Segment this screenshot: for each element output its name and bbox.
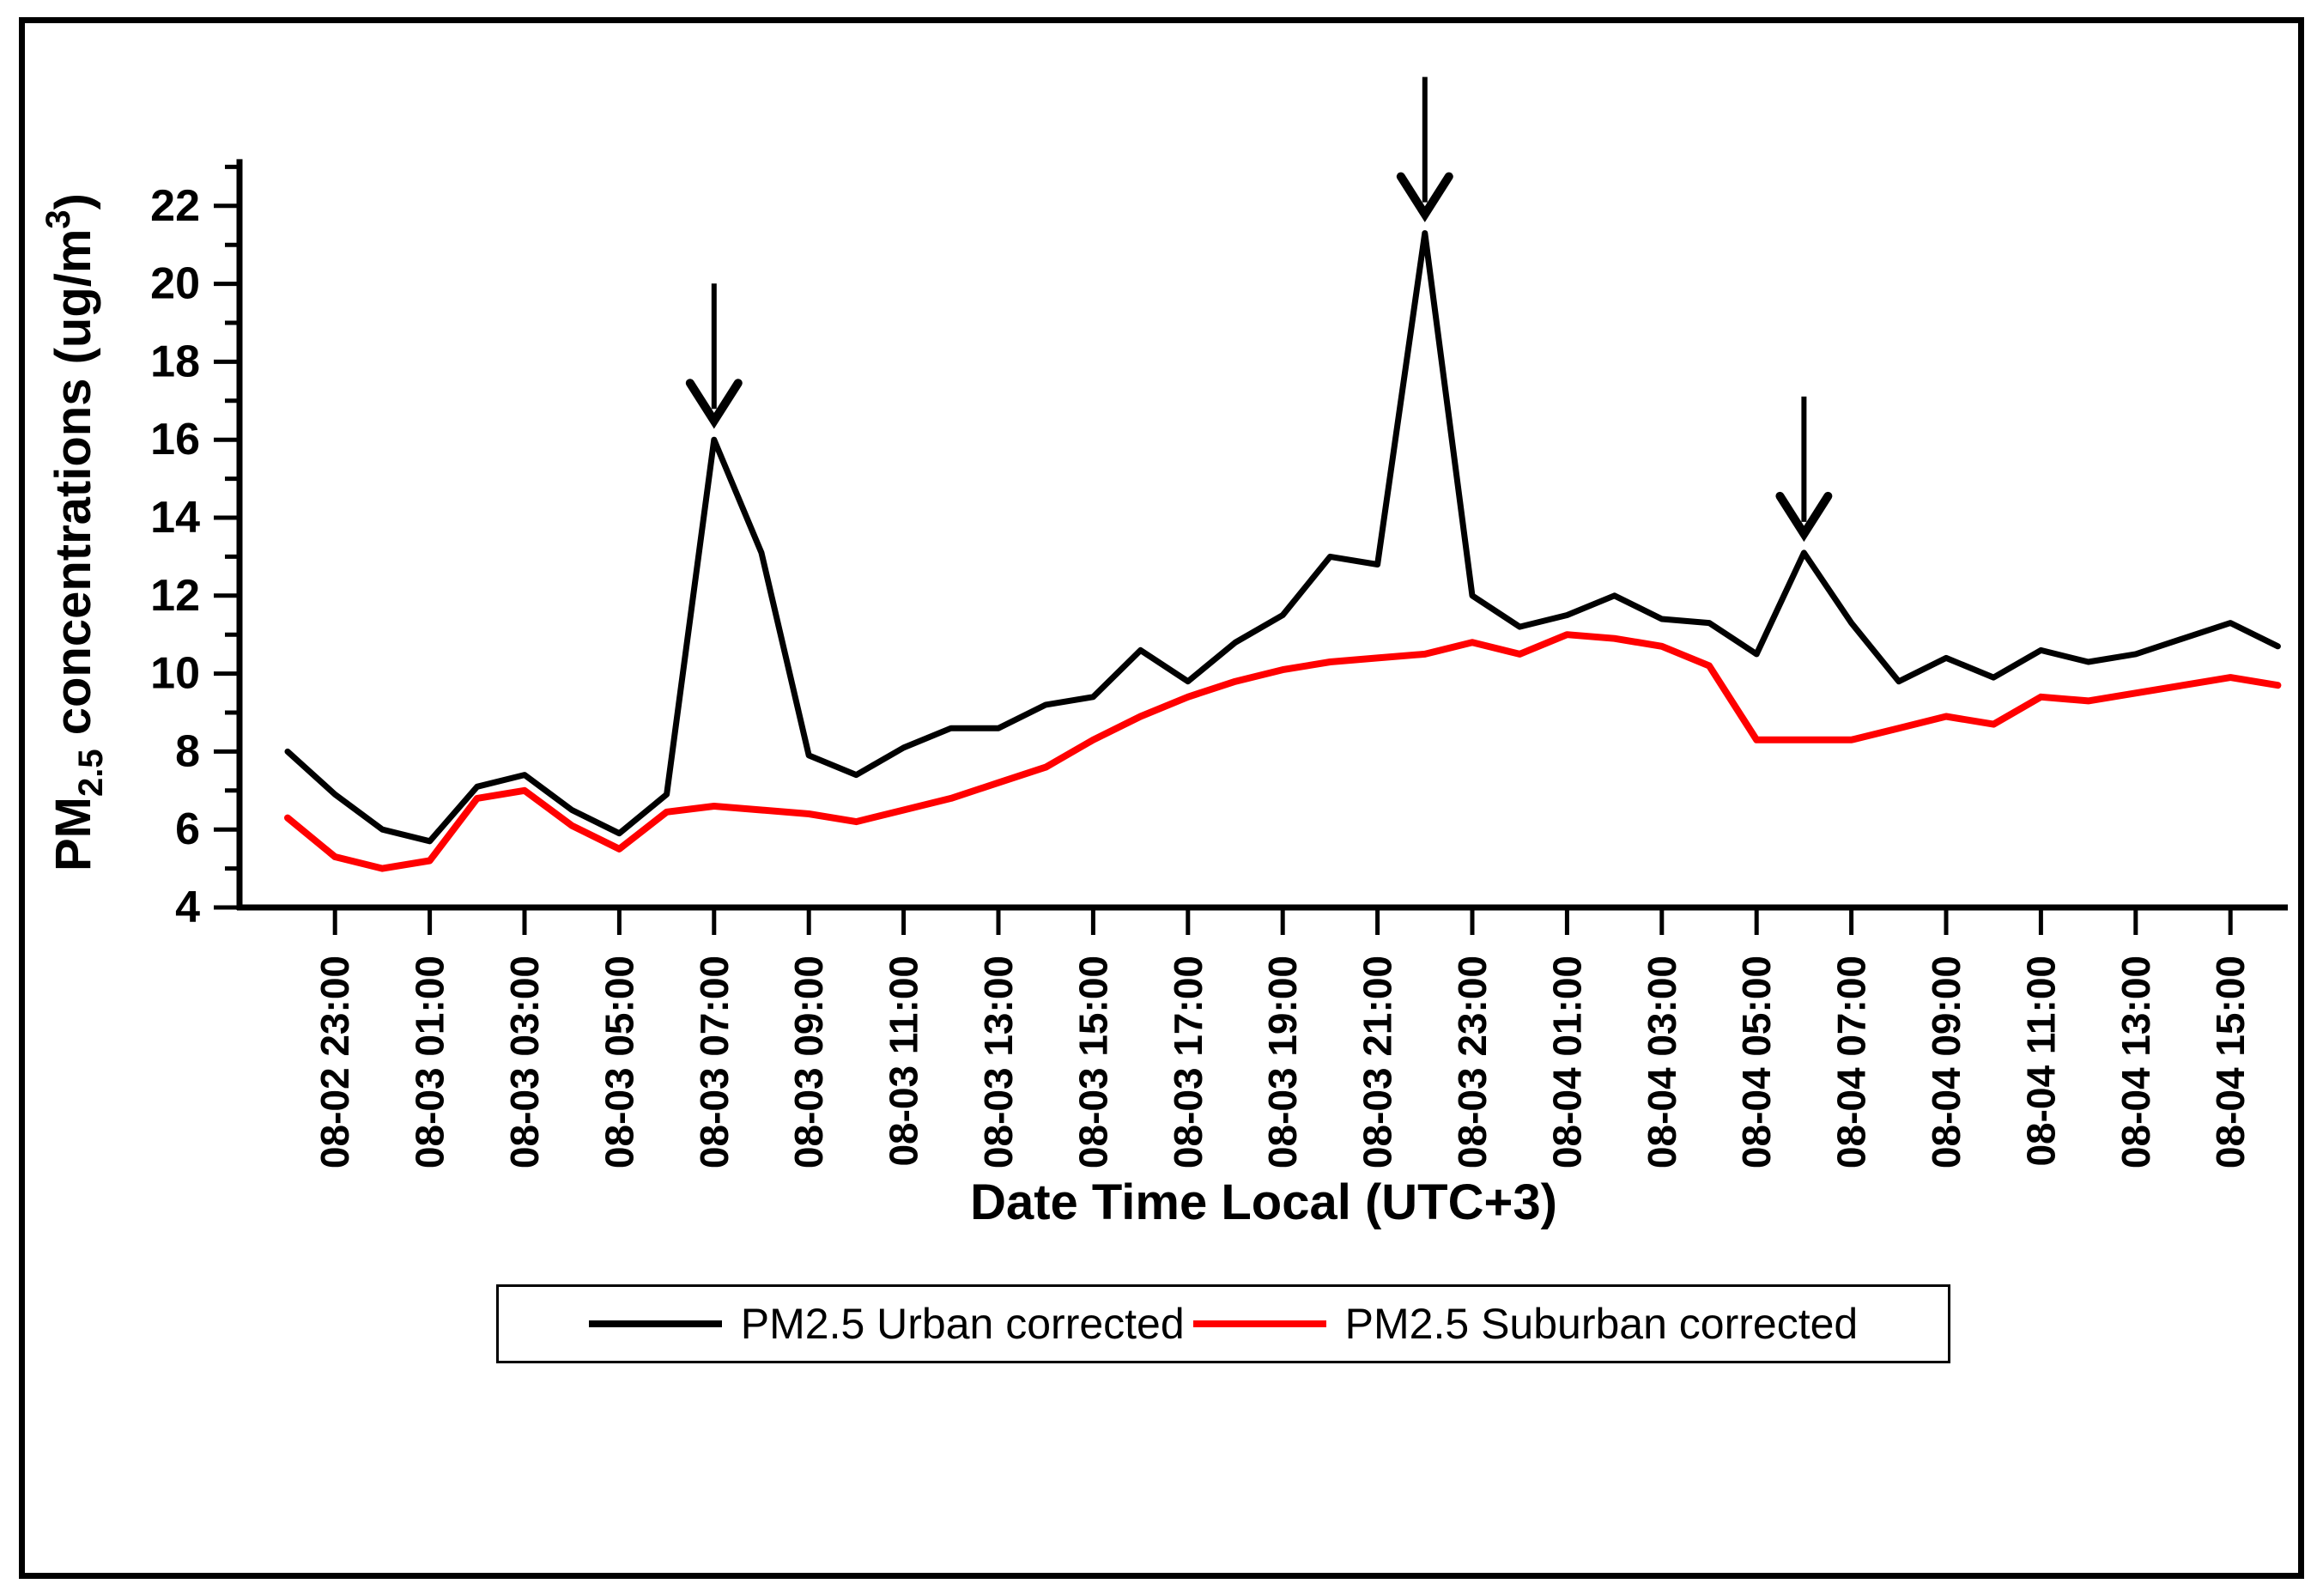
legend-label-suburban: PM2.5 Suburban corrected bbox=[1344, 1300, 1859, 1348]
x-tick-label: 08-03 05:00 bbox=[597, 956, 641, 1168]
x-tick-label: 08-03 03:00 bbox=[502, 956, 547, 1168]
y-tick-label: 4 bbox=[175, 883, 200, 932]
y-tick-label: 20 bbox=[150, 259, 200, 309]
y-tick-label: 14 bbox=[150, 493, 200, 543]
x-tick-label: 08-04 15:00 bbox=[2208, 956, 2253, 1168]
y-tick-label: 12 bbox=[150, 571, 200, 621]
x-tick-label: 08-04 03:00 bbox=[1640, 956, 1684, 1168]
legend-item-urban: PM2.5 Urban corrected bbox=[588, 1299, 1185, 1349]
x-tick-label: 08-03 21:00 bbox=[1356, 956, 1400, 1168]
x-tick-label: 08-04 05:00 bbox=[1734, 956, 1779, 1168]
peak-arrow-head bbox=[685, 379, 743, 429]
legend-label-urban: PM2.5 Urban corrected bbox=[740, 1300, 1185, 1348]
x-tick-label: 08-03 15:00 bbox=[1071, 956, 1115, 1168]
x-tick-label: 08-03 17:00 bbox=[1166, 956, 1210, 1168]
x-tick-label: 08-03 13:00 bbox=[976, 956, 1021, 1168]
y-tick-label: 6 bbox=[175, 804, 200, 854]
urban-series-line bbox=[284, 230, 2281, 845]
x-axis-title: Date Time Local (UTC+3) bbox=[970, 1174, 1557, 1230]
y-tick-label: 18 bbox=[150, 337, 200, 386]
x-tick-label: 08-03 09:00 bbox=[786, 956, 831, 1168]
x-tick-label: 08-04 09:00 bbox=[1924, 956, 1968, 1168]
y-axis-title: PM2.5 concentrations (ug/m3) bbox=[39, 193, 110, 871]
suburban-line-swatch bbox=[1192, 1320, 1326, 1327]
x-tick-label: 08-03 11:00 bbox=[882, 956, 926, 1167]
x-tick-label: 08-04 13:00 bbox=[2114, 956, 2158, 1168]
x-tick-label: 08-04 11:00 bbox=[2018, 956, 2063, 1167]
x-tick-label: 08-03 19:00 bbox=[1260, 956, 1305, 1168]
peak-arrow-head bbox=[1396, 172, 1453, 222]
x-tick-label: 08-04 07:00 bbox=[1829, 956, 1874, 1168]
legend-box: PM2.5 Urban corrected PM2.5 Suburban cor… bbox=[496, 1284, 1950, 1363]
x-tick-label: 08-04 01:00 bbox=[1544, 956, 1589, 1168]
suburban-series-line bbox=[284, 631, 2282, 872]
y-tick-label: 8 bbox=[175, 726, 200, 776]
urban-line-swatch bbox=[588, 1320, 722, 1327]
x-tick-label: 08-03 01:00 bbox=[408, 956, 452, 1168]
x-tick-label: 08-02 23:00 bbox=[312, 956, 357, 1168]
legend-item-suburban: PM2.5 Suburban corrected bbox=[1192, 1299, 1859, 1349]
y-tick-label: 22 bbox=[150, 181, 200, 231]
peak-arrow-head bbox=[1775, 491, 1833, 543]
y-tick-label: 16 bbox=[150, 415, 200, 464]
x-tick-label: 08-03 07:00 bbox=[692, 956, 737, 1168]
x-tick-label: 08-03 23:00 bbox=[1450, 956, 1495, 1168]
y-tick-label: 10 bbox=[150, 649, 200, 699]
